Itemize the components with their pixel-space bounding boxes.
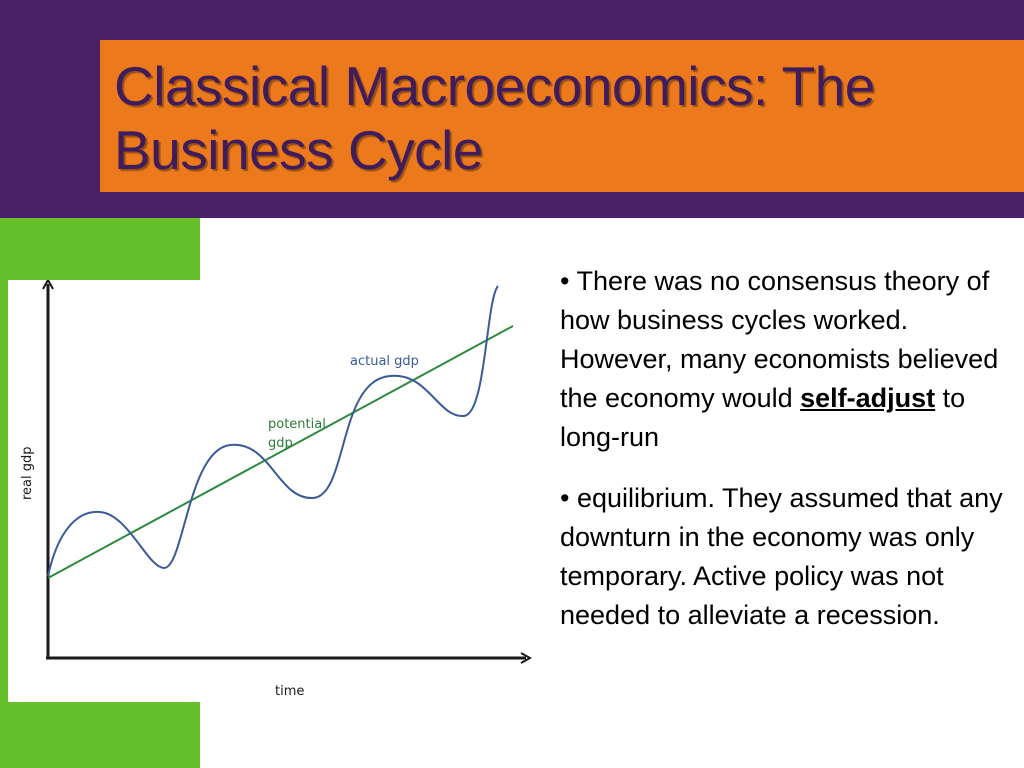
diagram-svg: real gdp time actual gdp potential gdp xyxy=(20,280,538,699)
bullet-item-2: • equilibrium. They assumed that any dow… xyxy=(560,479,1020,635)
actual-gdp-label: actual gdp xyxy=(350,354,419,369)
y-axis-label: real gdp xyxy=(20,446,35,500)
business-cycle-diagram: real gdp time actual gdp potential gdp xyxy=(8,280,538,702)
bullet-1-tail: to long-run xyxy=(560,383,966,452)
slide-title-line-2: Business Cycle xyxy=(114,119,483,181)
potential-gdp-label-line-2: gdp xyxy=(268,436,293,451)
x-axis-label: time xyxy=(275,684,304,699)
potential-gdp-label-line-1: potential xyxy=(268,417,326,432)
actual-gdp-curve xyxy=(47,285,499,577)
potential-gdp-line xyxy=(47,325,514,579)
bullet-item-1: • There was no consensus theory of how b… xyxy=(560,262,1020,457)
bullet-list: • There was no consensus theory of how b… xyxy=(560,262,1020,657)
bullet-1-emphasis: self-adjust xyxy=(800,383,936,413)
bullet-1-text: • There was no consensus theory of how b… xyxy=(560,266,999,413)
title-box: Classical Macroeconomics: The Business C… xyxy=(100,40,1024,192)
bullet-2-text: • equilibrium. They assumed that any dow… xyxy=(560,483,1003,630)
slide-title: Classical Macroeconomics: The Business C… xyxy=(114,54,875,182)
header-band: Classical Macroeconomics: The Business C… xyxy=(0,0,1024,218)
slide-title-line-1: Classical Macroeconomics: The xyxy=(114,55,875,117)
